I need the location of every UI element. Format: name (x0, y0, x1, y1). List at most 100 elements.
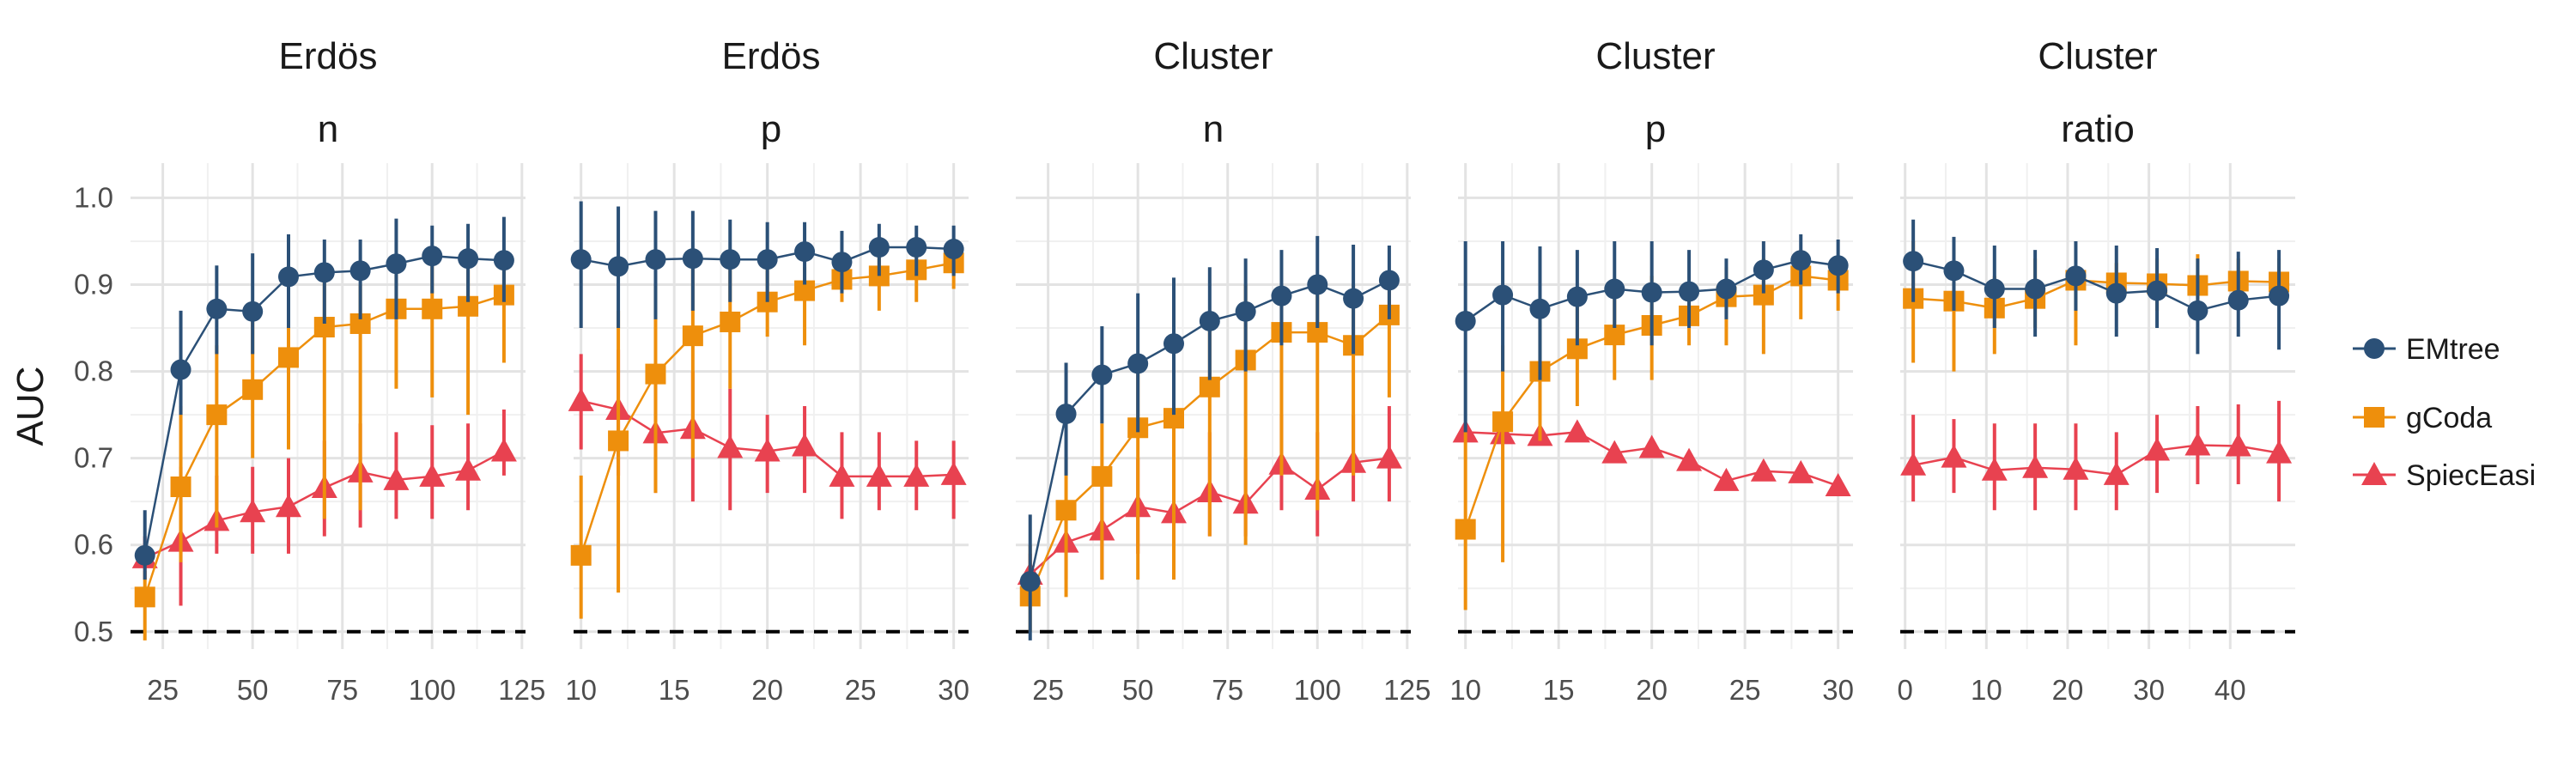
data-point (2147, 280, 2168, 301)
y-axis-title: AUC (9, 367, 52, 446)
data-point (1455, 519, 1476, 540)
strip-label-bottom: p (761, 108, 781, 150)
data-point (1601, 440, 1628, 464)
legend-key-marker (2364, 338, 2385, 359)
data-point (2187, 300, 2208, 321)
data-point (383, 466, 410, 490)
data-point (1566, 286, 1588, 307)
data-point (1638, 434, 1665, 458)
strip-label-bottom: n (318, 108, 338, 150)
data-point (170, 476, 191, 497)
legend-item-gcoda: gCoda (2353, 402, 2492, 434)
strip-label-top: Erdös (722, 35, 821, 77)
data-point (1641, 282, 1662, 303)
data-point (276, 494, 301, 518)
panel-background (574, 163, 969, 649)
x-tick-label: 25 (1729, 674, 1761, 706)
panel-background (1016, 163, 1411, 649)
data-point (493, 250, 514, 271)
data-point (2227, 289, 2249, 311)
panel-background (1900, 163, 2295, 649)
x-tick-label: 125 (498, 674, 545, 706)
series-emtree (1455, 234, 1849, 433)
x-tick-label: 40 (2215, 674, 2246, 706)
data-point (422, 246, 443, 267)
data-point (2225, 433, 2251, 457)
data-point (1492, 411, 1514, 433)
data-point (2022, 454, 2049, 478)
legend-key-marker (2364, 407, 2385, 428)
y-tick-label: 0.5 (74, 616, 113, 647)
data-point (2144, 437, 2171, 461)
x-tick-label: 50 (1122, 674, 1154, 706)
data-point (1943, 260, 1965, 282)
panel-1: 25 50 75 100 125 Erdös n (131, 35, 545, 706)
data-point (134, 586, 155, 608)
x-tick-label: 25 (1032, 674, 1064, 706)
data-point (1127, 353, 1149, 374)
data-point (1019, 571, 1041, 592)
data-point (1091, 465, 1113, 487)
data-point (1199, 376, 1220, 398)
data-point (903, 463, 930, 487)
strip-label-bottom: ratio (2061, 108, 2135, 150)
data-point (1679, 281, 1700, 302)
data-point (1307, 274, 1328, 295)
data-point (1492, 284, 1514, 306)
legend-label: gCoda (2406, 402, 2492, 434)
data-point (940, 461, 967, 485)
data-point (1716, 278, 1737, 300)
data-point (717, 434, 744, 458)
data-point (386, 253, 407, 275)
data-point (608, 430, 629, 452)
data-point (240, 499, 266, 523)
series-spieceasi (1900, 400, 2293, 511)
data-point (1529, 298, 1551, 319)
data-point (943, 239, 964, 260)
x-tick-label: 20 (1636, 674, 1668, 706)
series-spieceasi (1452, 419, 1851, 496)
data-point (1199, 310, 1220, 331)
strip-label-top: Erdös (279, 35, 378, 77)
data-point (170, 359, 191, 380)
x-tick-label: 30 (938, 674, 969, 706)
data-point (2105, 282, 2127, 304)
data-point (720, 249, 741, 270)
data-point (1900, 452, 1927, 476)
panel-2: 10 15 20 25 30 Erdös p (565, 35, 969, 706)
data-point (1376, 445, 1402, 469)
x-tick-label: 20 (2052, 674, 2084, 706)
data-point (756, 249, 778, 270)
legend-label: SpiecEasi (2406, 459, 2536, 492)
series-line (1913, 279, 2280, 310)
data-point (866, 463, 892, 487)
strip-label-top: Cluster (1153, 35, 1273, 77)
data-point (682, 248, 703, 270)
panel-background (131, 163, 526, 649)
y-tick-label: 1.0 (74, 181, 113, 213)
x-tick-label: 10 (1449, 674, 1481, 706)
data-point (419, 463, 446, 487)
y-tick-label: 0.7 (74, 442, 113, 474)
x-tick-label: 75 (326, 674, 358, 706)
data-point (1163, 333, 1184, 355)
legend-key-marker (2361, 462, 2387, 485)
data-point (1235, 300, 1256, 322)
data-point (831, 252, 853, 273)
data-point (720, 311, 741, 332)
data-point (1091, 364, 1113, 385)
data-point (754, 438, 781, 462)
x-tick-label: 10 (1971, 674, 2002, 706)
panel-3: 25 50 75 100 125 Cluster n (1016, 35, 1431, 706)
x-tick-label: 15 (1543, 674, 1575, 706)
data-point (1055, 404, 1077, 425)
legend-item-spieceasi: SpiecEasi (2353, 459, 2536, 492)
strip-label-bottom: n (1203, 108, 1224, 150)
data-point (792, 433, 818, 457)
data-point (645, 249, 666, 270)
series-emtree (1903, 219, 2290, 355)
data-point (1790, 250, 1812, 271)
data-point (1604, 325, 1625, 346)
data-point (349, 260, 371, 282)
series-emtree (134, 216, 514, 580)
